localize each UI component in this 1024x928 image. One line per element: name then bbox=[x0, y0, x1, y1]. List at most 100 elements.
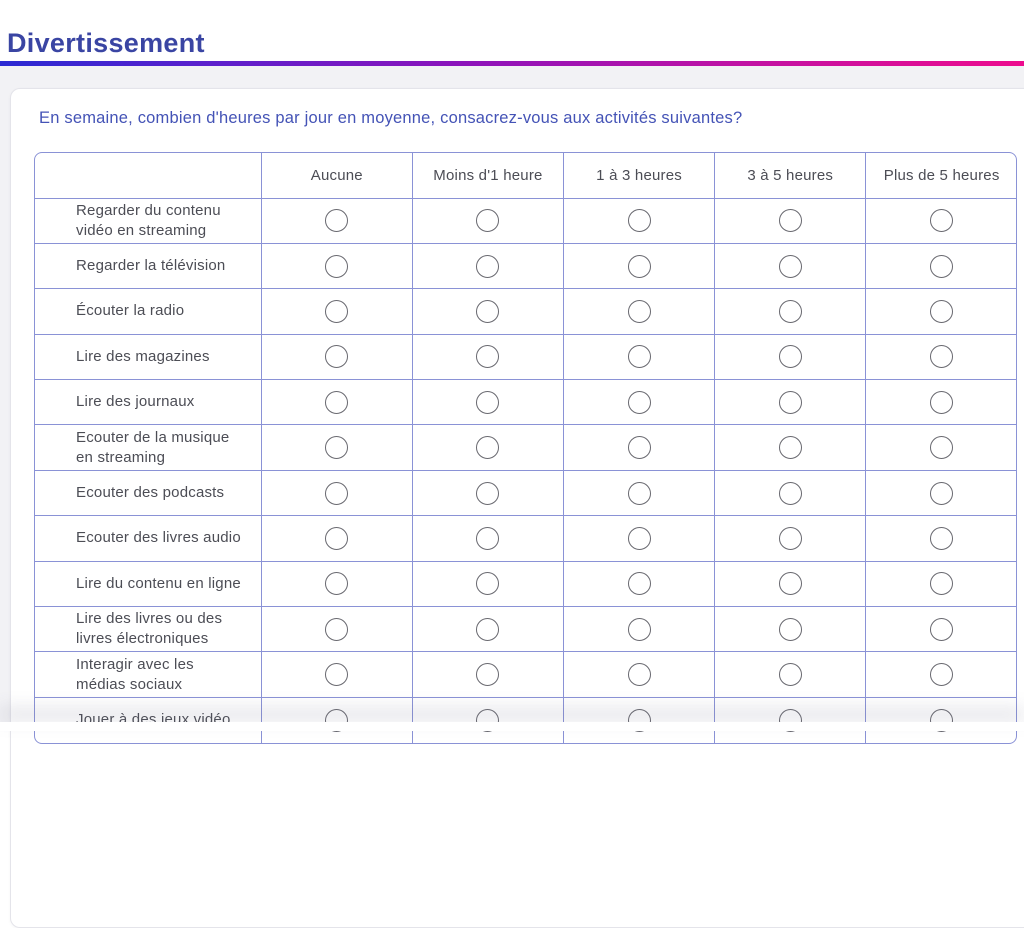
radio-cell[interactable] bbox=[411, 560, 564, 607]
radio-cell[interactable] bbox=[411, 424, 564, 471]
radio-button[interactable] bbox=[627, 572, 651, 596]
radio-button[interactable] bbox=[325, 436, 349, 460]
radio-button[interactable] bbox=[627, 299, 651, 323]
radio-button[interactable] bbox=[930, 526, 954, 550]
radio-button[interactable] bbox=[325, 254, 349, 278]
radio-cell[interactable] bbox=[714, 242, 866, 289]
radio-button[interactable] bbox=[325, 481, 349, 505]
radio-cell[interactable] bbox=[714, 651, 866, 698]
radio-cell[interactable] bbox=[562, 197, 715, 244]
radio-cell[interactable] bbox=[714, 197, 866, 244]
radio-cell[interactable] bbox=[562, 606, 715, 652]
radio-button[interactable] bbox=[476, 572, 500, 596]
radio-cell[interactable] bbox=[714, 515, 866, 562]
radio-button[interactable] bbox=[778, 390, 802, 414]
radio-button[interactable] bbox=[476, 299, 500, 323]
radio-button[interactable] bbox=[627, 436, 651, 460]
radio-button[interactable] bbox=[325, 617, 349, 641]
radio-button[interactable] bbox=[778, 663, 802, 687]
radio-button[interactable] bbox=[930, 390, 954, 414]
radio-cell[interactable] bbox=[411, 696, 564, 743]
radio-cell[interactable] bbox=[260, 242, 413, 289]
radio-cell[interactable] bbox=[411, 515, 564, 562]
radio-button[interactable] bbox=[778, 254, 802, 278]
radio-button[interactable] bbox=[930, 209, 954, 233]
radio-cell[interactable] bbox=[260, 696, 413, 743]
radio-button[interactable] bbox=[778, 299, 802, 323]
radio-cell[interactable] bbox=[865, 197, 1016, 244]
radio-cell[interactable] bbox=[562, 515, 715, 562]
radio-button[interactable] bbox=[325, 572, 349, 596]
radio-button[interactable] bbox=[476, 526, 500, 550]
radio-cell[interactable] bbox=[562, 288, 715, 335]
radio-cell[interactable] bbox=[562, 424, 715, 471]
radio-cell[interactable] bbox=[562, 651, 715, 698]
radio-button[interactable] bbox=[476, 345, 500, 369]
radio-button[interactable] bbox=[778, 572, 802, 596]
radio-button[interactable] bbox=[930, 345, 954, 369]
radio-button[interactable] bbox=[627, 209, 651, 233]
radio-cell[interactable] bbox=[714, 560, 866, 607]
radio-cell[interactable] bbox=[411, 651, 564, 698]
radio-cell[interactable] bbox=[865, 379, 1016, 425]
radio-button[interactable] bbox=[778, 345, 802, 369]
radio-button[interactable] bbox=[778, 526, 802, 550]
radio-cell[interactable] bbox=[260, 333, 413, 380]
radio-cell[interactable] bbox=[260, 424, 413, 471]
radio-cell[interactable] bbox=[865, 560, 1016, 607]
radio-cell[interactable] bbox=[865, 333, 1016, 380]
radio-cell[interactable] bbox=[260, 288, 413, 335]
radio-button[interactable] bbox=[627, 481, 651, 505]
radio-cell[interactable] bbox=[865, 424, 1016, 471]
radio-cell[interactable] bbox=[714, 424, 866, 471]
radio-button[interactable] bbox=[627, 526, 651, 550]
radio-button[interactable] bbox=[930, 436, 954, 460]
radio-button[interactable] bbox=[778, 436, 802, 460]
radio-button[interactable] bbox=[325, 299, 349, 323]
radio-cell[interactable] bbox=[865, 651, 1016, 698]
radio-button[interactable] bbox=[476, 254, 500, 278]
radio-button[interactable] bbox=[930, 254, 954, 278]
radio-cell[interactable] bbox=[411, 242, 564, 289]
radio-button[interactable] bbox=[778, 617, 802, 641]
radio-button[interactable] bbox=[627, 663, 651, 687]
radio-cell[interactable] bbox=[260, 515, 413, 562]
radio-button[interactable] bbox=[627, 390, 651, 414]
radio-cell[interactable] bbox=[411, 469, 564, 516]
radio-cell[interactable] bbox=[865, 696, 1016, 743]
radio-cell[interactable] bbox=[562, 333, 715, 380]
radio-button[interactable] bbox=[325, 390, 349, 414]
radio-button[interactable] bbox=[930, 299, 954, 323]
radio-button[interactable] bbox=[476, 436, 500, 460]
radio-button[interactable] bbox=[325, 526, 349, 550]
radio-cell[interactable] bbox=[865, 469, 1016, 516]
radio-cell[interactable] bbox=[562, 379, 715, 425]
radio-cell[interactable] bbox=[260, 560, 413, 607]
radio-button[interactable] bbox=[627, 254, 651, 278]
radio-cell[interactable] bbox=[562, 560, 715, 607]
radio-button[interactable] bbox=[930, 663, 954, 687]
radio-cell[interactable] bbox=[562, 469, 715, 516]
radio-cell[interactable] bbox=[562, 242, 715, 289]
radio-cell[interactable] bbox=[714, 333, 866, 380]
radio-cell[interactable] bbox=[260, 379, 413, 425]
radio-button[interactable] bbox=[778, 209, 802, 233]
radio-button[interactable] bbox=[476, 663, 500, 687]
radio-button[interactable] bbox=[778, 481, 802, 505]
radio-button[interactable] bbox=[930, 617, 954, 641]
radio-cell[interactable] bbox=[865, 288, 1016, 335]
radio-cell[interactable] bbox=[411, 288, 564, 335]
radio-cell[interactable] bbox=[411, 197, 564, 244]
radio-cell[interactable] bbox=[411, 379, 564, 425]
radio-button[interactable] bbox=[930, 572, 954, 596]
radio-cell[interactable] bbox=[260, 606, 413, 652]
radio-button[interactable] bbox=[476, 617, 500, 641]
radio-cell[interactable] bbox=[260, 197, 413, 244]
radio-cell[interactable] bbox=[865, 242, 1016, 289]
radio-button[interactable] bbox=[325, 663, 349, 687]
radio-button[interactable] bbox=[627, 617, 651, 641]
radio-cell[interactable] bbox=[714, 606, 866, 652]
radio-cell[interactable] bbox=[714, 379, 866, 425]
radio-cell[interactable] bbox=[714, 469, 866, 516]
radio-button[interactable] bbox=[930, 481, 954, 505]
